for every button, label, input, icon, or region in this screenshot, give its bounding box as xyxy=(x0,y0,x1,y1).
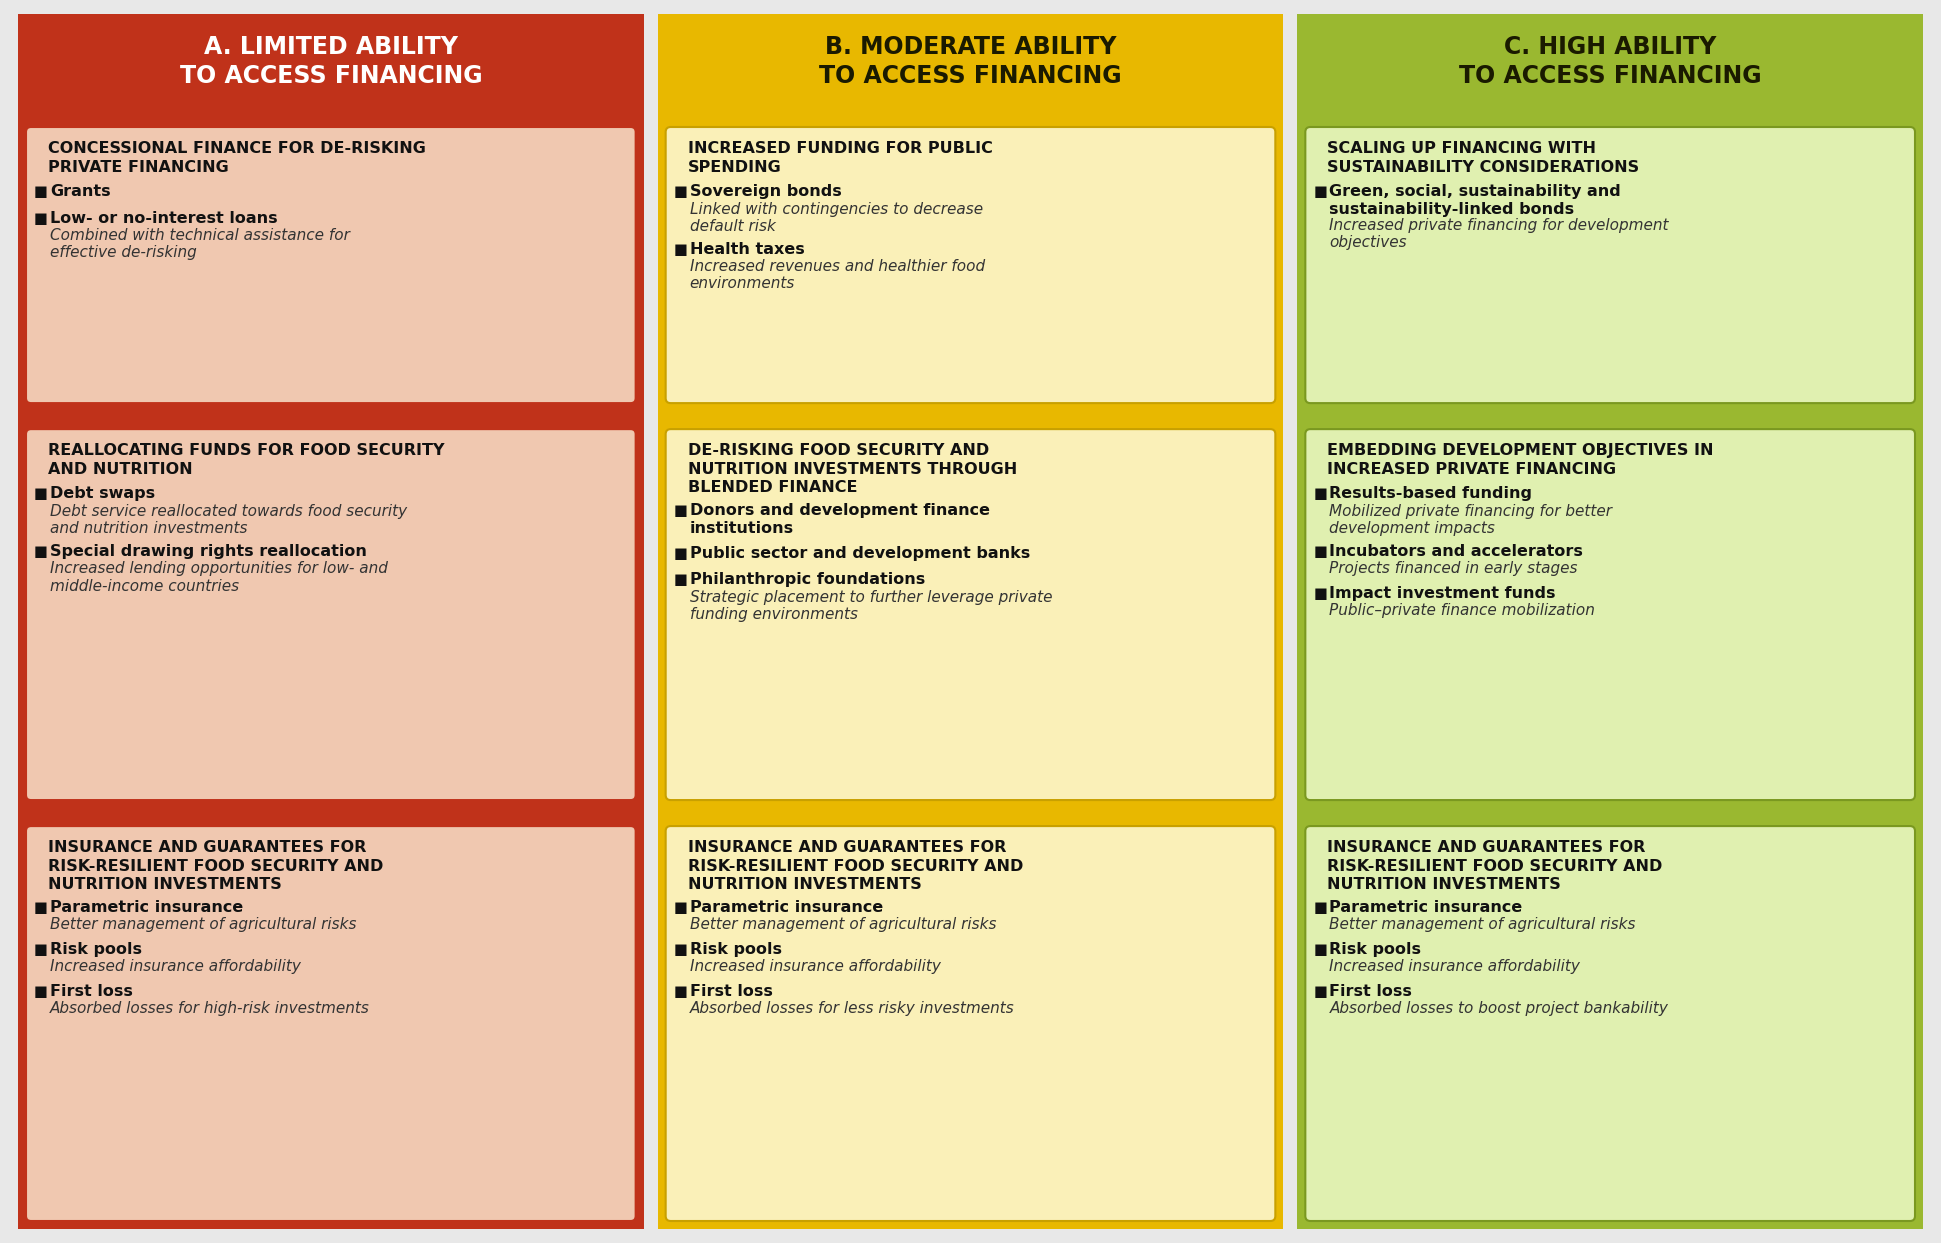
Text: Parametric insurance: Parametric insurance xyxy=(689,900,883,915)
Text: Increased revenues and healthier food
environments: Increased revenues and healthier food en… xyxy=(689,259,984,291)
Text: Philanthropic foundations: Philanthropic foundations xyxy=(689,572,926,587)
Text: Increased insurance affordability: Increased insurance affordability xyxy=(689,960,941,975)
Text: Results-based funding: Results-based funding xyxy=(1330,486,1531,501)
Text: Sovereign bonds: Sovereign bonds xyxy=(689,184,840,199)
Bar xyxy=(1297,14,1924,1229)
Text: Special drawing rights reallocation: Special drawing rights reallocation xyxy=(50,543,367,558)
Text: Better management of agricultural risks: Better management of agricultural risks xyxy=(50,917,357,932)
Text: ■: ■ xyxy=(35,486,49,501)
Text: Public sector and development banks: Public sector and development banks xyxy=(689,546,1031,561)
Text: INSURANCE AND GUARANTEES FOR
RISK-RESILIENT FOOD SECURITY AND
NUTRITION INVESTME: INSURANCE AND GUARANTEES FOR RISK-RESILI… xyxy=(49,840,384,892)
FancyBboxPatch shape xyxy=(25,127,635,403)
Text: ■: ■ xyxy=(35,543,49,558)
Text: First loss: First loss xyxy=(689,983,773,998)
Text: Increased insurance affordability: Increased insurance affordability xyxy=(50,960,301,975)
Text: Health taxes: Health taxes xyxy=(689,241,804,256)
FancyBboxPatch shape xyxy=(666,127,1275,403)
Text: ■: ■ xyxy=(35,941,49,957)
Text: Green, social, sustainability and
sustainability-linked bonds: Green, social, sustainability and sustai… xyxy=(1330,184,1621,218)
Text: Combined with technical assistance for
effective de-risking: Combined with technical assistance for e… xyxy=(50,227,349,260)
FancyBboxPatch shape xyxy=(1306,429,1916,800)
Text: ■: ■ xyxy=(1314,900,1328,915)
Text: Impact investment funds: Impact investment funds xyxy=(1330,585,1557,600)
FancyBboxPatch shape xyxy=(1306,127,1916,403)
Text: ■: ■ xyxy=(1314,486,1328,501)
Text: ■: ■ xyxy=(674,546,687,561)
Text: CONCESSIONAL FINANCE FOR DE-RISKING
PRIVATE FINANCING: CONCESSIONAL FINANCE FOR DE-RISKING PRIV… xyxy=(49,140,425,174)
Text: Strategic placement to further leverage private
funding environments: Strategic placement to further leverage … xyxy=(689,589,1052,622)
Text: Increased lending opportunities for low- and
middle-income countries: Increased lending opportunities for low-… xyxy=(50,561,388,593)
Text: Projects financed in early stages: Projects financed in early stages xyxy=(1330,561,1578,576)
Text: First loss: First loss xyxy=(50,983,132,998)
Text: Absorbed losses for high-risk investments: Absorbed losses for high-risk investment… xyxy=(50,1001,371,1016)
Text: First loss: First loss xyxy=(1330,983,1413,998)
Text: EMBEDDING DEVELOPMENT OBJECTIVES IN
INCREASED PRIVATE FINANCING: EMBEDDING DEVELOPMENT OBJECTIVES IN INCR… xyxy=(1328,443,1714,477)
Text: Incubators and accelerators: Incubators and accelerators xyxy=(1330,543,1584,558)
Text: C. HIGH ABILITY
TO ACCESS FINANCING: C. HIGH ABILITY TO ACCESS FINANCING xyxy=(1460,35,1762,88)
Text: Mobilized private financing for better
development impacts: Mobilized private financing for better d… xyxy=(1330,503,1613,536)
Text: ■: ■ xyxy=(35,184,49,199)
Text: ■: ■ xyxy=(1314,983,1328,998)
Text: A. LIMITED ABILITY
TO ACCESS FINANCING: A. LIMITED ABILITY TO ACCESS FINANCING xyxy=(179,35,481,88)
FancyBboxPatch shape xyxy=(25,827,635,1221)
Text: Grants: Grants xyxy=(50,184,111,199)
Text: ■: ■ xyxy=(674,900,687,915)
FancyBboxPatch shape xyxy=(666,827,1275,1221)
Text: ■: ■ xyxy=(1314,941,1328,957)
Text: Parametric insurance: Parametric insurance xyxy=(50,900,243,915)
Text: Absorbed losses to boost project bankability: Absorbed losses to boost project bankabi… xyxy=(1330,1001,1667,1016)
Text: ■: ■ xyxy=(674,983,687,998)
Text: Donors and development finance
institutions: Donors and development finance instituti… xyxy=(689,502,990,536)
Text: ■: ■ xyxy=(674,184,687,199)
Text: Risk pools: Risk pools xyxy=(689,941,782,957)
Text: ■: ■ xyxy=(1314,585,1328,600)
Text: Increased private financing for development
objectives: Increased private financing for developm… xyxy=(1330,218,1669,250)
Text: ■: ■ xyxy=(674,572,687,587)
Text: Better management of agricultural risks: Better management of agricultural risks xyxy=(1330,917,1636,932)
Text: ■: ■ xyxy=(35,900,49,915)
Text: Parametric insurance: Parametric insurance xyxy=(1330,900,1522,915)
Text: DE-RISKING FOOD SECURITY AND
NUTRITION INVESTMENTS THROUGH
BLENDED FINANCE: DE-RISKING FOOD SECURITY AND NUTRITION I… xyxy=(687,443,1017,495)
Text: ■: ■ xyxy=(35,210,49,225)
Text: INSURANCE AND GUARANTEES FOR
RISK-RESILIENT FOOD SECURITY AND
NUTRITION INVESTME: INSURANCE AND GUARANTEES FOR RISK-RESILI… xyxy=(1328,840,1663,892)
Text: ■: ■ xyxy=(1314,543,1328,558)
FancyBboxPatch shape xyxy=(666,429,1275,800)
FancyBboxPatch shape xyxy=(25,429,635,800)
Text: INSURANCE AND GUARANTEES FOR
RISK-RESILIENT FOOD SECURITY AND
NUTRITION INVESTME: INSURANCE AND GUARANTEES FOR RISK-RESILI… xyxy=(687,840,1023,892)
Text: Low- or no-interest loans: Low- or no-interest loans xyxy=(50,210,278,225)
Text: Debt swaps: Debt swaps xyxy=(50,486,155,501)
Text: REALLOCATING FUNDS FOR FOOD SECURITY
AND NUTRITION: REALLOCATING FUNDS FOR FOOD SECURITY AND… xyxy=(49,443,444,477)
Text: Absorbed losses for less risky investments: Absorbed losses for less risky investmen… xyxy=(689,1001,1015,1016)
Text: Better management of agricultural risks: Better management of agricultural risks xyxy=(689,917,996,932)
Text: Risk pools: Risk pools xyxy=(50,941,142,957)
Text: ■: ■ xyxy=(674,502,687,517)
Text: Risk pools: Risk pools xyxy=(1330,941,1421,957)
Text: SCALING UP FINANCING WITH
SUSTAINABILITY CONSIDERATIONS: SCALING UP FINANCING WITH SUSTAINABILITY… xyxy=(1328,140,1640,174)
FancyBboxPatch shape xyxy=(1306,827,1916,1221)
Text: ■: ■ xyxy=(1314,184,1328,199)
Text: Increased insurance affordability: Increased insurance affordability xyxy=(1330,960,1580,975)
Text: ■: ■ xyxy=(674,241,687,256)
Text: Linked with contingencies to decrease
default risk: Linked with contingencies to decrease de… xyxy=(689,201,982,234)
Text: Debt service reallocated towards food security
and nutrition investments: Debt service reallocated towards food se… xyxy=(50,503,408,536)
Bar xyxy=(658,14,1283,1229)
Text: ■: ■ xyxy=(35,983,49,998)
Bar xyxy=(17,14,644,1229)
Text: INCREASED FUNDING FOR PUBLIC
SPENDING: INCREASED FUNDING FOR PUBLIC SPENDING xyxy=(687,140,992,174)
Text: B. MODERATE ABILITY
TO ACCESS FINANCING: B. MODERATE ABILITY TO ACCESS FINANCING xyxy=(819,35,1122,88)
Text: Public–private finance mobilization: Public–private finance mobilization xyxy=(1330,603,1596,618)
Text: ■: ■ xyxy=(674,941,687,957)
